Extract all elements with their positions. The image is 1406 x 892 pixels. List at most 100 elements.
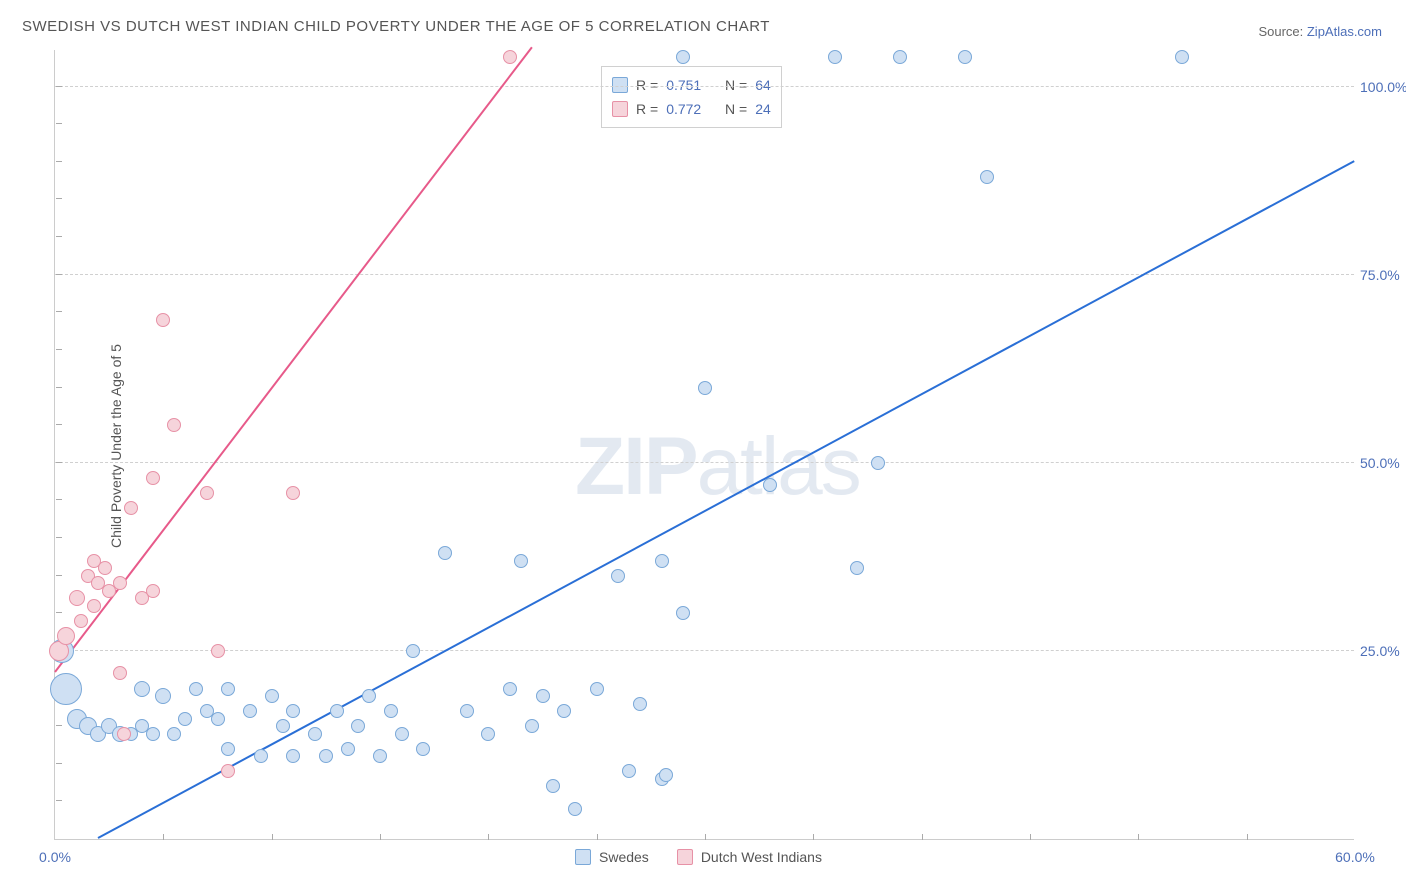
swatch-dutch (612, 101, 628, 117)
marker-dutch (69, 590, 85, 606)
x-tick (1030, 834, 1031, 840)
y-tick (56, 575, 62, 576)
watermark: ZIPatlas (575, 420, 860, 514)
chart-title: SWEDISH VS DUTCH WEST INDIAN CHILD POVER… (22, 18, 770, 35)
marker-swedes (373, 749, 387, 763)
marker-swedes (893, 50, 907, 64)
y-tick (56, 198, 62, 199)
marker-swedes (167, 727, 181, 741)
marker-swedes (622, 764, 636, 778)
y-tick (56, 236, 62, 237)
marker-dutch (503, 50, 517, 64)
marker-dutch (156, 313, 170, 327)
marker-swedes (557, 704, 571, 718)
marker-swedes (763, 478, 777, 492)
x-tick (163, 834, 164, 840)
marker-swedes (341, 742, 355, 756)
marker-dutch (113, 666, 127, 680)
x-tick (1247, 834, 1248, 840)
x-tick (597, 834, 598, 840)
marker-swedes (568, 802, 582, 816)
legend-label-swedes: Swedes (599, 849, 649, 865)
marker-swedes (362, 689, 376, 703)
marker-dutch (286, 486, 300, 500)
marker-swedes (850, 561, 864, 575)
marker-dutch (87, 599, 101, 613)
y-tick (56, 387, 62, 388)
y-tick (56, 763, 62, 764)
marker-swedes (460, 704, 474, 718)
marker-swedes (828, 50, 842, 64)
y-tick (56, 499, 62, 500)
marker-dutch (221, 764, 235, 778)
y-tick (56, 161, 62, 162)
y-tick (56, 86, 62, 87)
marker-dutch (146, 471, 160, 485)
y-tick (56, 462, 62, 463)
n-value-dutch: 24 (755, 101, 771, 117)
marker-swedes (514, 554, 528, 568)
marker-swedes (698, 381, 712, 395)
y-tick-label: 50.0% (1360, 455, 1406, 471)
marker-swedes (633, 697, 647, 711)
y-tick (56, 537, 62, 538)
marker-swedes (536, 689, 550, 703)
marker-swedes (871, 456, 885, 470)
legend-item-swedes: Swedes (575, 849, 649, 865)
regression-line-swedes (98, 160, 1356, 839)
marker-swedes (590, 682, 604, 696)
marker-swedes (189, 682, 203, 696)
marker-dutch (117, 727, 131, 741)
marker-dutch (74, 614, 88, 628)
marker-swedes (221, 682, 235, 696)
y-tick (56, 349, 62, 350)
marker-swedes (676, 606, 690, 620)
x-tick (272, 834, 273, 840)
correlation-legend-box: R = 0.751 N = 64 R = 0.772 N = 24 (601, 66, 782, 128)
marker-swedes (265, 689, 279, 703)
y-tick-label: 75.0% (1360, 267, 1406, 283)
r-label: R = (636, 101, 658, 117)
marker-dutch (124, 501, 138, 515)
x-tick (813, 834, 814, 840)
marker-swedes (980, 170, 994, 184)
source-label: Source: (1258, 24, 1306, 39)
x-tick (488, 834, 489, 840)
legend-item-dutch: Dutch West Indians (677, 849, 822, 865)
marker-swedes (286, 749, 300, 763)
marker-swedes (221, 742, 235, 756)
marker-swedes (50, 673, 82, 705)
marker-swedes (134, 681, 150, 697)
x-tick (705, 834, 706, 840)
y-tick (56, 274, 62, 275)
gridline (55, 274, 1354, 275)
scatter-plot-area: ZIPatlas R = 0.751 N = 64 R = 0.772 N = … (54, 50, 1354, 840)
x-tick (380, 834, 381, 840)
marker-swedes (659, 768, 673, 782)
source-link[interactable]: ZipAtlas.com (1307, 24, 1382, 39)
swatch-swedes-icon (575, 849, 591, 865)
marker-swedes (525, 719, 539, 733)
marker-swedes (351, 719, 365, 733)
marker-dutch (57, 627, 75, 645)
y-tick (56, 311, 62, 312)
x-tick (922, 834, 923, 840)
marker-swedes (438, 546, 452, 560)
marker-swedes (146, 727, 160, 741)
marker-dutch (146, 584, 160, 598)
y-tick (56, 725, 62, 726)
marker-swedes (958, 50, 972, 64)
marker-swedes (503, 682, 517, 696)
marker-dutch (167, 418, 181, 432)
r-value-dutch: 0.772 (666, 101, 701, 117)
marker-dutch (211, 644, 225, 658)
gridline (55, 462, 1354, 463)
series-legend: Swedes Dutch West Indians (575, 849, 822, 865)
marker-swedes (676, 50, 690, 64)
marker-swedes (330, 704, 344, 718)
y-tick-label: 100.0% (1360, 79, 1406, 95)
marker-swedes (276, 719, 290, 733)
marker-dutch (200, 486, 214, 500)
marker-swedes (546, 779, 560, 793)
source-attribution: Source: ZipAtlas.com (1258, 24, 1382, 39)
